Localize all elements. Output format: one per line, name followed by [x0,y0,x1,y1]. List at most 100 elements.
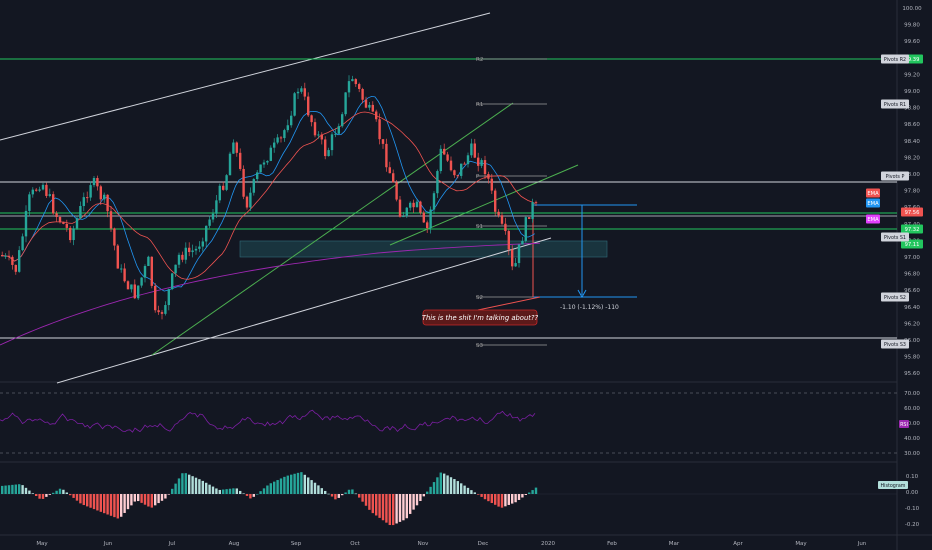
candle-body [137,285,140,299]
pivot-tag-pr1[interactable]: Pivots R1 [881,99,909,109]
rsi-line[interactable] [0,409,536,433]
candle-body [89,185,92,198]
candle-body [52,194,55,214]
candle-body [164,305,167,314]
histogram-bar [72,494,75,498]
candle-body [171,273,174,290]
candle-body [55,213,58,217]
time-axis[interactable]: May Jun Jul Aug Sep Oct Nov Dec 2020 Feb Mar Apr May… [36,541,866,547]
time-tick-label: 2020 [541,541,555,547]
channel-lower-trendline[interactable] [56,237,552,384]
histogram-bar [160,494,164,501]
measure-readout: -1.10 (-1.12%) -110 [560,304,619,311]
drawing-lines[interactable] [0,12,897,384]
candle-body [371,104,374,112]
candle-body [487,174,490,179]
candle-body [310,115,313,123]
histogram-bar [334,494,337,500]
candle-body [283,130,286,139]
histogram-bar [307,477,310,494]
pivot-tag-pp[interactable]: Pivots P [881,171,909,181]
price-tag-ema1[interactable]: EMA [866,188,880,198]
candle-body [79,206,82,219]
pivot-tag-ps2[interactable]: Pivots S2 [881,292,909,302]
price-tag-s1b[interactable]: 97.11 [901,239,923,249]
price-tick-label: 99.80 [904,23,920,29]
candle-body [276,137,279,143]
callout-box[interactable] [422,309,538,326]
pivot-axis-tags[interactable]: Pivots R2 Pivots R1 Pivots P Pivots S1 Pivot… [881,54,909,349]
candle-body [235,142,238,153]
histogram-bar [7,485,11,494]
candle-body [473,143,476,158]
histogram-bar [293,473,296,494]
histogram-bar [290,474,293,494]
histogram-bar [354,493,357,495]
price-tag-s1v[interactable]: 97.32 [901,224,923,234]
pivot-tag-pr2[interactable]: Pivots R2 [881,54,909,64]
histogram-bar [324,490,327,494]
histogram-bar [483,494,487,500]
price-tick-label: 96.20 [904,321,920,327]
histogram-bar [69,494,72,496]
histogram-bar [191,476,194,494]
candle-body [126,281,130,290]
price-tag-text: EMA [867,217,879,223]
price-tick-label: 98.80 [904,106,920,112]
rsi-pane[interactable] [0,392,897,454]
ema-mid-line[interactable] [0,111,535,280]
histogram-bar [402,494,405,521]
ema-slow-line[interactable] [0,242,541,346]
callout[interactable]: This is the shit I'm talking about?? [422,309,539,326]
price-tag-ema3[interactable]: EMA [866,214,880,224]
candle-body [307,96,310,116]
histogram-bar [347,489,351,494]
pivot-label-r2: R2 [476,57,483,63]
candle-body [446,154,449,161]
histogram-bar [473,492,476,494]
green-trendline-2[interactable] [389,164,579,246]
price-tag-last[interactable]: 97.56 [901,207,923,217]
time-tick-label: Apr [733,541,743,547]
callout-text: This is the shit I'm talking about?? [422,314,539,322]
pivot-tag-ps1[interactable]: Pivots S1 [881,232,909,242]
histogram-bar [58,488,62,494]
candle-body [92,178,96,186]
candle-body [375,111,378,120]
rsi-tag-text: RSI [900,422,908,428]
histogram-bar [24,487,28,494]
histogram-bar [378,494,381,518]
histogram-bar [113,494,116,518]
candle-body [58,216,62,223]
candle-body [456,175,459,177]
moving-averages[interactable] [0,95,541,346]
histogram-bar [194,477,198,494]
candle-body [494,190,497,212]
candle-body [31,189,34,195]
pivot-tag-box [881,232,909,242]
price-tag-box [866,198,880,208]
histogram-bar [14,484,17,494]
time-tick-label: Jul [168,541,176,547]
histogram-bar [392,494,395,526]
histogram-bar [317,485,320,494]
price-tag-ema2[interactable]: EMA [866,198,880,208]
channel-upper-trendline[interactable] [0,12,491,141]
histogram-bar [436,477,439,494]
candle-body [419,201,422,213]
candle-body [28,194,31,211]
histogram-bar [446,475,449,494]
histogram-tag[interactable]: Histogram [878,481,908,489]
histogram-bar [371,494,374,514]
candle-body [133,284,136,299]
histogram-bar [266,485,269,494]
ema-fast-line[interactable] [0,95,536,292]
histogram-bar [524,494,527,496]
candle-body [395,182,398,200]
candlesticks[interactable] [1,75,538,320]
pivot-tag-ps3[interactable]: Pivots S3 [881,339,909,349]
rsi-tag[interactable]: RSI [899,420,909,428]
macd-histogram-pane[interactable] [0,472,897,526]
candle-body [524,217,527,241]
